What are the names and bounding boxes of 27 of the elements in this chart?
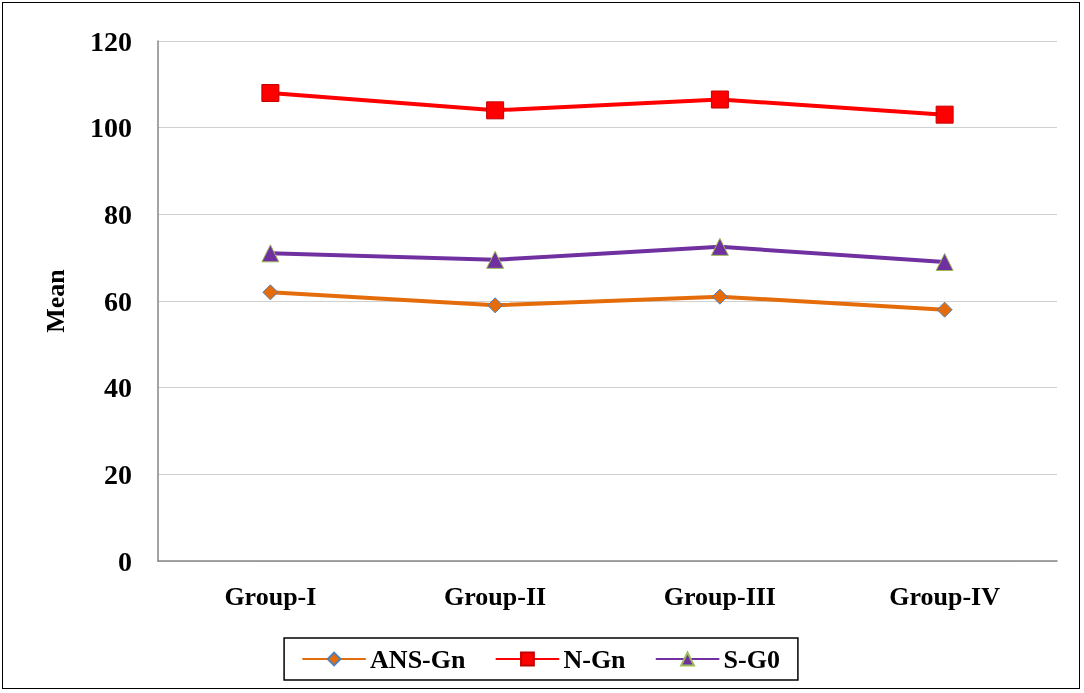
point	[711, 288, 728, 305]
point	[261, 84, 280, 102]
legend-label: ANS-Gn	[370, 644, 466, 674]
x-tick-label: Group-I	[224, 581, 317, 611]
legend-label: S-G0	[723, 644, 780, 674]
y-tick-label: 20	[104, 458, 132, 490]
y-tick-label: 60	[104, 285, 132, 317]
x-tick-label: Group-IV	[889, 581, 1001, 611]
y-tick-label: 40	[104, 372, 132, 404]
y-tick-label: 80	[104, 198, 132, 230]
y-tick-label: 120	[90, 25, 132, 57]
point	[710, 90, 729, 109]
point	[935, 253, 954, 271]
point	[487, 297, 504, 314]
y-tick-label: 100	[90, 112, 132, 144]
point	[262, 284, 279, 301]
x-tick-label: Group-III	[663, 581, 776, 611]
legend-label: N-Gn	[563, 644, 627, 674]
y-axis-title: Mean	[40, 268, 70, 333]
point	[710, 237, 729, 256]
y-tick-label: 0	[118, 545, 132, 577]
x-tick-label: Group-II	[444, 581, 547, 611]
point	[486, 250, 505, 269]
point	[935, 105, 954, 124]
point	[936, 301, 953, 318]
point	[486, 101, 505, 120]
point	[261, 244, 280, 263]
